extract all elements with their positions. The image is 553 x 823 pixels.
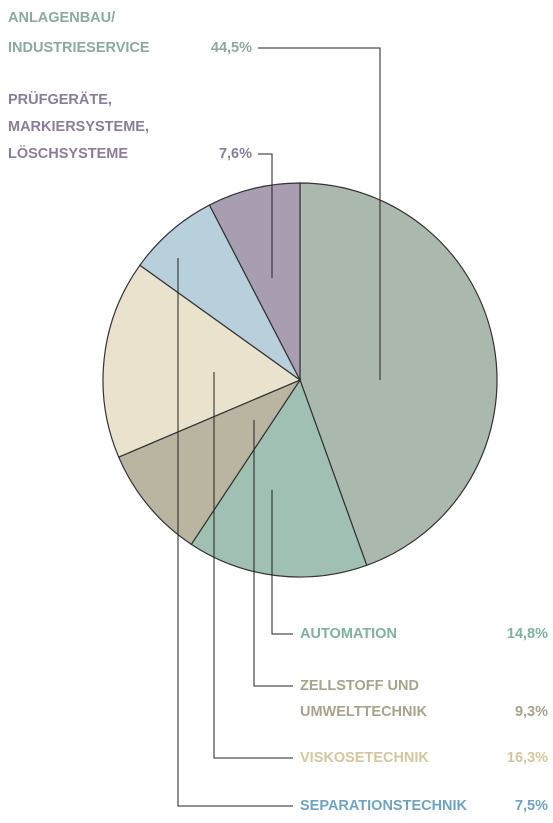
pie-slice xyxy=(117,378,302,546)
leader-line xyxy=(258,47,381,380)
value-label: 7,5% xyxy=(515,798,548,814)
value-label: 16,3% xyxy=(507,750,548,766)
leader-line xyxy=(177,258,293,807)
leader-lines xyxy=(177,47,381,807)
leader-line xyxy=(213,372,293,759)
pie-slice xyxy=(102,264,302,458)
value-label: 44,5% xyxy=(211,40,252,56)
pie-slice xyxy=(299,182,498,567)
slice-label: PRÜFGERÄTE, xyxy=(8,91,112,108)
slice-label: LÖSCHSYSTEME xyxy=(8,145,128,162)
slice-label: SEPARATIONSTECHNIK xyxy=(300,798,468,814)
pie-slice xyxy=(190,378,368,578)
slice-label: MARKIERSYSTEME, xyxy=(8,119,149,135)
slice-label: INDUSTRIESERVICE xyxy=(8,40,150,56)
slice-label: ZELLSTOFF UND xyxy=(300,678,419,694)
leader-line xyxy=(253,420,293,687)
value-label: 9,3% xyxy=(515,704,548,720)
slice-label: AUTOMATION xyxy=(300,626,397,642)
slice-label: VISKOSETECHNIK xyxy=(300,750,429,766)
value-label: 7,6% xyxy=(219,146,252,162)
slice-label: ANLAGENBAU/ xyxy=(8,10,115,26)
slice-label: UMWELTTECHNIK xyxy=(300,704,428,720)
leader-line xyxy=(271,490,293,635)
leader-line xyxy=(258,153,273,278)
value-label: 14,8% xyxy=(507,626,548,642)
pie xyxy=(102,182,498,578)
pie-slice xyxy=(208,182,301,381)
